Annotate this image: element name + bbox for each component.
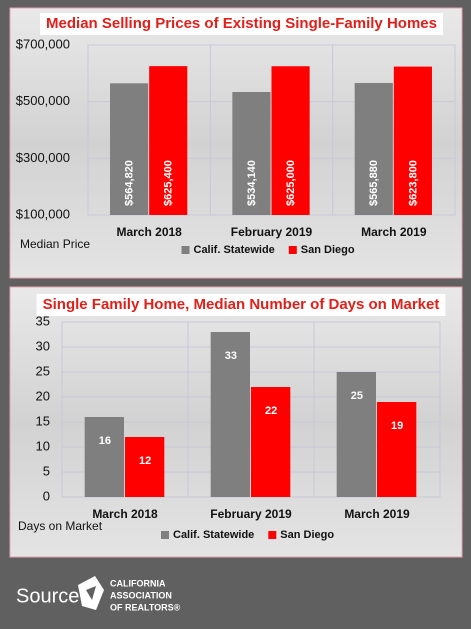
legend-label: San Diego (301, 244, 355, 256)
y-tick-label: 15 (36, 413, 50, 428)
x-tick-label: March 2018 (92, 507, 158, 521)
value-label: 16 (99, 435, 111, 447)
bar (125, 437, 165, 497)
logo-text: OF REALTORS® (110, 602, 181, 612)
x-tick-label: March 2019 (344, 507, 410, 521)
y-tick-label: $500,000 (16, 93, 70, 108)
bar (354, 83, 393, 215)
value-label: 19 (391, 420, 403, 432)
bar (336, 372, 376, 497)
value-label: $623,800 (407, 160, 419, 206)
x-tick-label: February 2019 (231, 225, 313, 239)
bar (393, 66, 432, 215)
y-tick-label: 35 (36, 313, 50, 328)
title-box (36, 294, 446, 316)
legend-label: Calif. Statewide (194, 244, 275, 256)
value-label: $625,000 (285, 160, 297, 206)
x-tick-label: March 2018 (116, 225, 182, 239)
y-tick-label: $300,000 (16, 150, 70, 165)
value-label: $625,400 (163, 160, 175, 206)
charts: Median Selling Prices of Existing Single… (16, 13, 456, 541)
bar (271, 66, 310, 215)
legend-label: Calif. Statewide (173, 529, 254, 541)
logo-text: ASSOCIATION (110, 590, 172, 600)
y-tick-label: $700,000 (16, 36, 70, 51)
legend-swatch (288, 246, 297, 254)
value-label: 12 (139, 455, 151, 467)
bar (210, 332, 250, 497)
value-label: $534,140 (246, 160, 258, 206)
legend-swatch (161, 531, 169, 539)
chart-title: Single Family Home, Median Number of Day… (43, 296, 440, 313)
y-tick-label: 30 (36, 338, 50, 353)
legend-swatch (181, 246, 190, 254)
y-tick-label: 0 (43, 488, 50, 503)
value-label: $564,820 (123, 160, 135, 206)
logo-text: CALIFORNIA (110, 578, 166, 588)
logo: CALIFORNIA ASSOCIATION OF REALTORS® (78, 576, 181, 612)
y-axis-label: Median Price (20, 237, 90, 251)
x-tick-label: February 2019 (210, 507, 292, 521)
y-tick-label: 10 (36, 438, 50, 453)
logo-mark-cut (86, 586, 96, 600)
value-label: $565,880 (368, 160, 380, 206)
legend-swatch (268, 531, 277, 539)
title-box (40, 13, 443, 35)
source-label: Source (16, 585, 79, 607)
chart-title: Median Selling Prices of Existing Single… (46, 15, 437, 32)
bar (110, 83, 149, 216)
y-tick-label: 5 (43, 463, 50, 478)
y-tick-label: $100,000 (16, 206, 70, 221)
bar (232, 91, 271, 215)
y-axis-label: Days on Market (18, 519, 103, 533)
x-tick-label: March 2019 (361, 225, 427, 239)
value-label: 25 (351, 390, 363, 402)
bar (377, 402, 417, 497)
y-tick-label: 20 (36, 388, 50, 403)
value-label: 33 (225, 350, 237, 362)
value-label: 22 (265, 405, 277, 417)
bar (251, 387, 291, 497)
y-tick-label: 25 (36, 363, 50, 378)
legend-label: San Diego (280, 529, 334, 541)
bar (149, 66, 188, 216)
bar (84, 417, 124, 497)
